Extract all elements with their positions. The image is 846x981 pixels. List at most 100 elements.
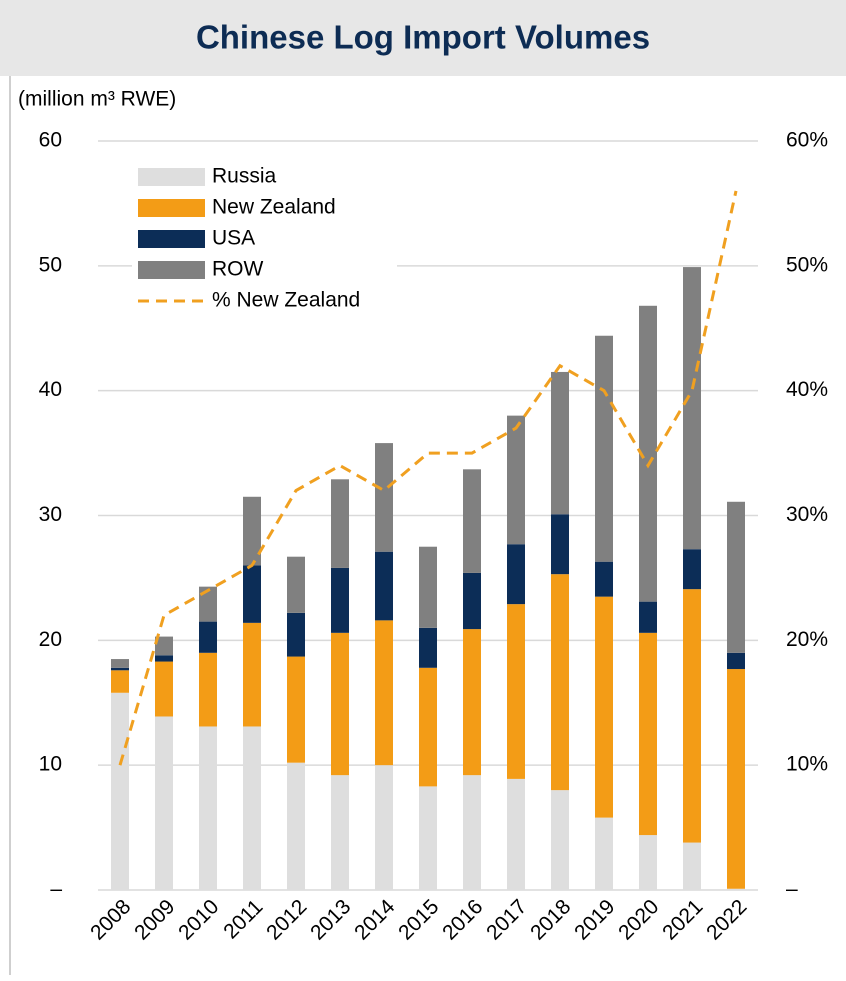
bar-segment bbox=[683, 549, 701, 590]
bar-segment bbox=[463, 629, 481, 776]
bar-segment bbox=[287, 612, 305, 657]
bar-segment bbox=[375, 443, 393, 552]
x-tick-label: 2011 bbox=[219, 895, 267, 943]
bar-segment bbox=[639, 632, 657, 836]
bar-segment bbox=[639, 835, 657, 890]
bar-segment bbox=[331, 775, 349, 890]
bar-segment bbox=[331, 479, 349, 568]
y-tick-label: 50 bbox=[39, 253, 62, 276]
x-tick-label: 2022 bbox=[702, 895, 751, 944]
bar-segment bbox=[727, 501, 745, 653]
bar-segment bbox=[375, 765, 393, 890]
y2-tick-label: 20% bbox=[786, 628, 828, 651]
bar-segment bbox=[155, 636, 173, 656]
y2-tick-label: 10% bbox=[786, 753, 828, 776]
x-tick-label: 2019 bbox=[570, 895, 619, 944]
y-tick-label: 60 bbox=[39, 129, 62, 152]
x-tick-label: 2008 bbox=[86, 895, 135, 944]
bar-segment bbox=[199, 652, 217, 727]
bar-segment bbox=[375, 551, 393, 621]
bar-segment bbox=[199, 726, 217, 890]
x-tick-label: 2021 bbox=[658, 895, 707, 944]
bar-segment bbox=[507, 415, 525, 545]
bar-segment bbox=[683, 589, 701, 843]
y2-tick-label: – bbox=[786, 878, 798, 901]
x-tick-label: 2012 bbox=[262, 895, 311, 944]
bar-segment bbox=[595, 596, 613, 818]
legend-swatch bbox=[138, 230, 205, 248]
bar-segment bbox=[507, 604, 525, 779]
x-tick-label: 2017 bbox=[482, 895, 531, 944]
bar-segment bbox=[595, 817, 613, 890]
bar-segment bbox=[419, 546, 437, 628]
x-tick-label: 2018 bbox=[526, 895, 575, 944]
bar-segment bbox=[419, 627, 437, 668]
bar-segment bbox=[287, 656, 305, 763]
x-tick-label: 2020 bbox=[614, 895, 663, 944]
x-tick-label: 2014 bbox=[350, 895, 400, 945]
bar-segment bbox=[243, 622, 261, 727]
bar-segment bbox=[727, 669, 745, 889]
y2-tick-label: 30% bbox=[786, 503, 828, 526]
bar-segment bbox=[683, 267, 701, 550]
bar-segment bbox=[287, 556, 305, 613]
legend-label: ROW bbox=[212, 258, 264, 281]
bar-segment bbox=[155, 716, 173, 890]
bar-segment bbox=[331, 567, 349, 633]
bar-segment bbox=[243, 496, 261, 566]
y2-tick-label: 60% bbox=[786, 129, 828, 152]
legend-label: % New Zealand bbox=[212, 289, 360, 312]
x-tick-label: 2016 bbox=[438, 895, 487, 944]
bar-segment bbox=[507, 544, 525, 605]
y2-tick-label: 40% bbox=[786, 378, 828, 401]
bar-segment bbox=[463, 469, 481, 573]
bar-segment bbox=[551, 790, 569, 890]
bar-segment bbox=[287, 762, 305, 890]
bar-segment bbox=[463, 572, 481, 630]
bar-segment bbox=[331, 632, 349, 776]
x-tick-label: 2015 bbox=[394, 895, 443, 944]
legend-label: USA bbox=[212, 227, 255, 250]
bar-segment bbox=[727, 652, 745, 670]
bar-segment bbox=[111, 692, 129, 890]
y-tick-label: – bbox=[50, 878, 62, 901]
bar-segment bbox=[639, 305, 657, 602]
bar-segment bbox=[463, 775, 481, 890]
y2-tick-label: 50% bbox=[786, 253, 828, 276]
bar-segment bbox=[243, 565, 261, 623]
bar-segment bbox=[155, 661, 173, 717]
bar-segment bbox=[111, 670, 129, 693]
y-tick-label: 20 bbox=[39, 628, 62, 651]
bar-segment bbox=[243, 726, 261, 890]
legend-label: Russia bbox=[212, 165, 277, 188]
bar-segment bbox=[375, 620, 393, 766]
bar-segment bbox=[419, 667, 437, 787]
x-tick-label: 2013 bbox=[306, 895, 355, 944]
bar-segment bbox=[111, 667, 129, 671]
line-series bbox=[118, 190, 738, 766]
bar-segment bbox=[551, 514, 569, 575]
bar-segment bbox=[155, 655, 173, 662]
y-axis-label: (million m³ RWE) bbox=[18, 88, 176, 111]
y-tick-label: 10 bbox=[39, 753, 62, 776]
bar-segment bbox=[551, 371, 569, 515]
y-tick-label: 30 bbox=[39, 503, 62, 526]
legend-swatch bbox=[138, 261, 205, 279]
title-band bbox=[0, 0, 846, 76]
bar-segment bbox=[507, 778, 525, 890]
bar-segment bbox=[639, 601, 657, 633]
bar-segment bbox=[199, 586, 217, 622]
legend-swatch bbox=[138, 199, 205, 217]
bar-segment bbox=[727, 888, 745, 890]
bar-segment bbox=[683, 842, 701, 890]
legend-swatch bbox=[138, 168, 205, 186]
x-tick-label: 2009 bbox=[130, 895, 179, 944]
bar-segment bbox=[199, 621, 217, 653]
bar-segment bbox=[595, 335, 613, 562]
legend-label: New Zealand bbox=[212, 196, 336, 219]
bar-segment bbox=[551, 574, 569, 791]
x-tick-label: 2010 bbox=[174, 895, 223, 944]
chart-title: Chinese Log Import Volumes bbox=[196, 19, 650, 56]
bar-segment bbox=[595, 561, 613, 597]
